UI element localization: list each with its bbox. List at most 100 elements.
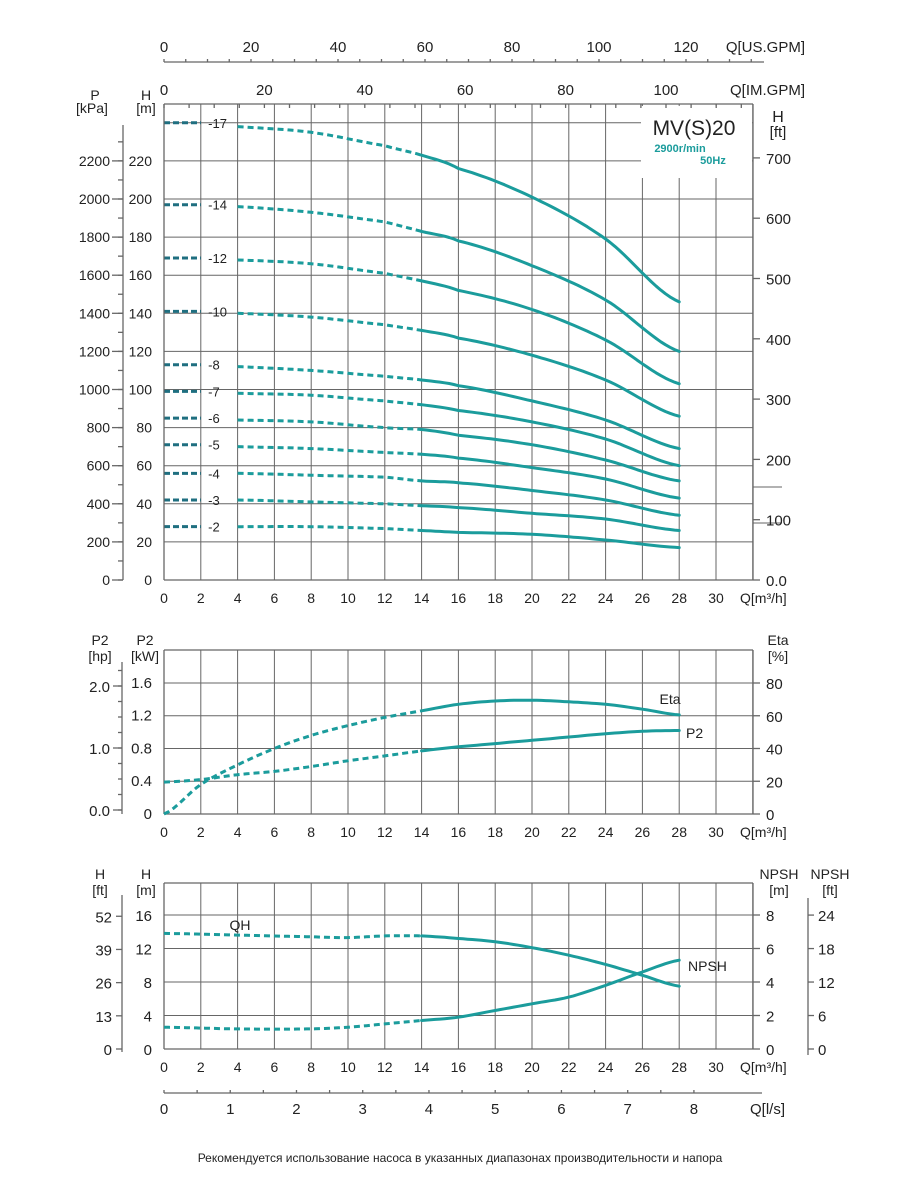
kw-tick-label: 0	[144, 806, 152, 823]
npsh-x-tick-label: 28	[671, 1059, 687, 1075]
kpa-tick-label: 200	[87, 534, 111, 550]
eta-tick-label: 20	[766, 774, 783, 791]
npsh-x-tick-label: 10	[340, 1059, 356, 1075]
npsh-ft-tick-label: 18	[818, 942, 835, 959]
stage-curve-dashed	[237, 445, 422, 456]
qh-x-tick-label: 16	[451, 590, 467, 606]
h-m-tick-label: 200	[129, 191, 153, 207]
kw-tick-label: 1.6	[131, 675, 152, 692]
stage-curve-dashed	[237, 391, 422, 407]
h-ft-tick-label: 0	[104, 1042, 112, 1059]
h-m-tick-label: 4	[144, 1009, 152, 1026]
stage-label: -2	[208, 520, 220, 535]
p2-curve-label: P2	[686, 725, 703, 741]
h-m-tick-label: 140	[129, 305, 153, 321]
qh-x-tick-label: 2	[197, 590, 205, 606]
npsh-x-tick-label: 14	[414, 1059, 430, 1075]
npsh-ft-tick-label: 12	[818, 975, 835, 992]
power-x-tick-label: 8	[307, 824, 315, 840]
npsh-x-tick-label: 4	[234, 1059, 242, 1075]
qh-x-tick-label: 28	[671, 590, 687, 606]
ft-axis-title: H	[772, 109, 784, 126]
stage-curve-2-stages	[420, 529, 681, 550]
npsh-x-tick-label: 12	[377, 1059, 393, 1075]
kpa-tick-label: 1200	[79, 343, 110, 359]
power-x-tick-label: 30	[708, 824, 724, 840]
kw-axis-unit: [kW]	[131, 648, 159, 664]
npsh-x-axis-label: Q[m³/h]	[740, 1059, 787, 1075]
qh-x-tick-label: 14	[414, 590, 430, 606]
h-ft-tick-label: 13	[95, 1009, 112, 1026]
qh-x-tick-label: 12	[377, 590, 393, 606]
power-x-tick-label: 16	[451, 824, 467, 840]
h-m-tick-label: 20	[136, 534, 152, 550]
power-x-tick-label: 28	[671, 824, 687, 840]
qh-x-tick-label: 24	[598, 590, 614, 606]
p-axis-title: P	[90, 87, 99, 103]
h-m-tick-label: 160	[129, 267, 153, 283]
footer-note: Рекомендуется использование насоса в ука…	[198, 1151, 723, 1165]
kpa-tick-label: 1000	[79, 382, 110, 398]
npsh-ft-tick-label: 6	[818, 1009, 826, 1026]
stage-curve-dashed	[237, 525, 422, 532]
npsh-ft-axis-unit: [ft]	[822, 882, 838, 898]
im-gpm-tick-label: 80	[557, 82, 574, 99]
h-m-tick-label: 0	[144, 1042, 152, 1059]
npsh-ft-tick-label: 24	[818, 908, 835, 925]
power-x-tick-label: 22	[561, 824, 577, 840]
stage-label: -5	[208, 438, 220, 453]
h-ft-tick-label: 26	[95, 976, 112, 993]
stage-curve-dashed	[237, 258, 422, 283]
npsh-x-tick-label: 8	[307, 1059, 315, 1075]
stage-label: -10	[208, 304, 227, 319]
power-x-tick-label: 26	[635, 824, 651, 840]
ls-tick-label: 5	[491, 1101, 499, 1118]
npsh-x-tick-label: 0	[160, 1059, 168, 1075]
h-ft-axis-unit: [ft]	[92, 882, 108, 898]
hp-tick-label: 0.0	[89, 803, 110, 820]
qh-x-tick-label: 20	[524, 590, 540, 606]
kw-tick-label: 0.4	[131, 773, 152, 790]
stage-curve-4-stages	[420, 479, 681, 517]
ls-tick-label: 1	[226, 1101, 234, 1118]
ls-tick-label: 7	[624, 1101, 632, 1118]
kw-tick-label: 0.8	[131, 740, 152, 757]
ft-tick-label: 400	[766, 332, 791, 349]
im-gpm-tick-label: 40	[356, 82, 373, 99]
npsh-ft-tick-label: 0	[818, 1042, 826, 1059]
im-gpm-tick-label: 20	[256, 82, 273, 99]
qh-x-axis-label: Q[m³/h]	[740, 590, 787, 606]
qh-x-tick-label: 18	[487, 590, 503, 606]
us-gpm-axis-label: Q[US.GPM]	[726, 39, 805, 56]
kw-tick-label: 1.2	[131, 708, 152, 725]
kpa-tick-label: 2000	[79, 191, 110, 207]
us-gpm-tick-label: 120	[673, 39, 698, 56]
stage-label: -3	[208, 493, 220, 508]
stage-label: -8	[208, 358, 220, 373]
ls-axis-label: Q[l/s]	[750, 1101, 785, 1118]
power-x-tick-label: 18	[487, 824, 503, 840]
stage-curve-dashed	[237, 471, 422, 483]
im-gpm-tick-label: 100	[653, 82, 678, 99]
hp-tick-label: 2.0	[89, 679, 110, 696]
power-x-tick-label: 4	[234, 824, 242, 840]
subtitle-frequency: 50Hz	[700, 155, 726, 167]
eta-curve-dashed	[163, 709, 422, 816]
stage-curve-dashed	[237, 365, 422, 382]
us-gpm-tick-label: 40	[330, 39, 347, 56]
qh-x-tick-label: 0	[160, 590, 168, 606]
h-m-tick-label: 60	[136, 458, 152, 474]
us-gpm-tick-label: 80	[504, 39, 521, 56]
kpa-tick-label: 1400	[79, 305, 110, 321]
ft-tick-label: 500	[766, 272, 791, 289]
eta-axis-title: Eta	[767, 632, 788, 648]
ft-tick-label: 100	[766, 513, 791, 530]
eta-curve	[420, 698, 681, 717]
h-ft-tick-label: 52	[95, 909, 112, 926]
stage-curve-7-stages	[420, 403, 681, 468]
us-gpm-tick-label: 60	[417, 39, 434, 56]
us-gpm-tick-label: 0	[160, 39, 168, 56]
stage-curve-dashed	[237, 418, 422, 431]
hp-axis-unit: [hp]	[88, 648, 111, 664]
